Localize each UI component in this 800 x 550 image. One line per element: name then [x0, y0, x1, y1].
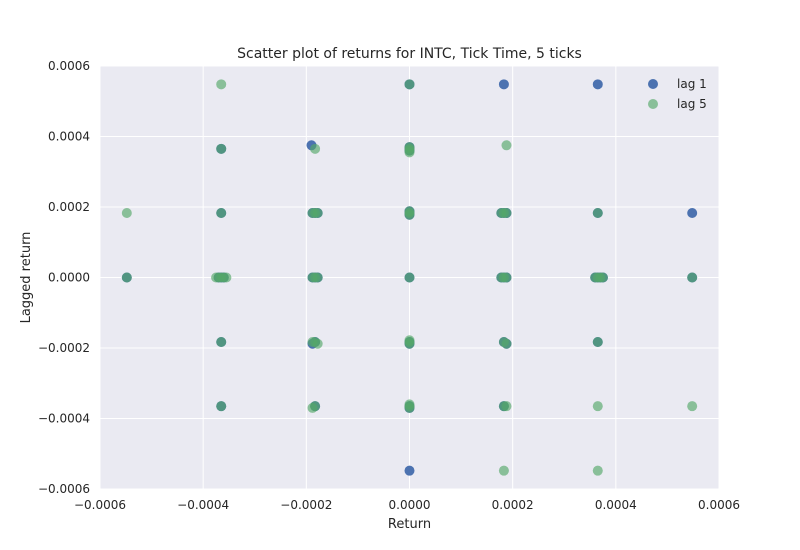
- data-point: [404, 272, 415, 283]
- x-tick-label: 0.0006: [698, 498, 740, 512]
- data-point: [498, 79, 509, 90]
- data-point: [496, 207, 507, 218]
- legend: lag 1 lag 5: [648, 77, 707, 111]
- legend-marker: [648, 99, 658, 109]
- series-lag-5: [121, 79, 698, 476]
- data-point: [312, 338, 323, 349]
- data-point: [592, 207, 603, 218]
- data-points: [121, 79, 698, 476]
- data-point: [592, 337, 603, 348]
- y-tick-label: −0.0002: [38, 341, 90, 355]
- y-tick-label: −0.0006: [38, 482, 90, 496]
- data-point: [216, 207, 227, 218]
- data-point: [312, 207, 323, 218]
- data-point: [216, 401, 227, 412]
- data-point: [597, 272, 608, 283]
- x-tick-label: 0.0000: [389, 498, 431, 512]
- data-point: [216, 337, 227, 348]
- legend-item: lag 5: [648, 97, 707, 111]
- data-point: [216, 79, 227, 90]
- y-tick-label: 0.0002: [48, 200, 90, 214]
- data-point: [501, 338, 512, 349]
- x-tick-label: 0.0002: [492, 498, 534, 512]
- data-point: [307, 402, 318, 413]
- data-point: [121, 207, 132, 218]
- data-point: [498, 465, 509, 476]
- x-tick-label: 0.0004: [595, 498, 637, 512]
- y-tick-label: 0.0000: [48, 271, 90, 285]
- data-point: [211, 272, 222, 283]
- y-tick-label: −0.0004: [38, 412, 90, 426]
- x-tick-label: −0.0006: [74, 498, 126, 512]
- data-point: [404, 335, 415, 346]
- data-point: [592, 465, 603, 476]
- x-axis-label: Return: [388, 517, 431, 532]
- data-point: [216, 143, 227, 154]
- x-axis-ticks: −0.0006 −0.0004 −0.0002 0.0000 0.0002 0.0004 0…: [74, 498, 740, 512]
- data-point: [310, 143, 321, 154]
- data-point: [496, 272, 507, 283]
- data-point: [592, 79, 603, 90]
- data-point: [687, 207, 698, 218]
- chart-title: Scatter plot of returns for INTC, Tick T…: [237, 46, 582, 62]
- y-tick-label: 0.0006: [48, 59, 90, 73]
- data-point: [221, 272, 232, 283]
- data-point: [121, 272, 132, 283]
- data-point: [312, 272, 323, 283]
- y-tick-label: 0.0004: [48, 130, 90, 144]
- data-point: [687, 401, 698, 412]
- y-axis-ticks: −0.0006 −0.0004 −0.0002 0.0000 0.0002 0.0004 0…: [38, 59, 90, 496]
- data-point: [404, 79, 415, 90]
- data-point: [590, 272, 601, 283]
- data-point: [404, 399, 415, 410]
- data-point: [404, 209, 415, 220]
- data-point: [501, 140, 512, 151]
- data-point: [501, 401, 512, 412]
- y-axis-label: Lagged return: [19, 232, 34, 324]
- x-tick-label: −0.0004: [177, 498, 229, 512]
- data-point: [404, 147, 415, 158]
- legend-item: lag 1: [648, 77, 707, 91]
- data-point: [592, 401, 603, 412]
- data-point: [404, 465, 415, 476]
- data-point: [687, 272, 698, 283]
- x-tick-label: −0.0002: [280, 498, 332, 512]
- legend-label: lag 5: [677, 97, 707, 111]
- legend-label: lag 1: [677, 77, 707, 91]
- legend-marker: [648, 79, 658, 89]
